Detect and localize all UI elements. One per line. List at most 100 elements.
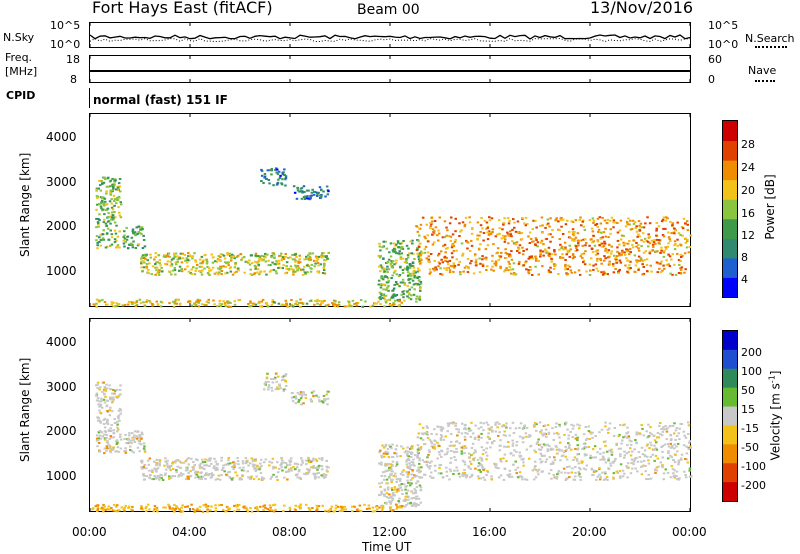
- power-cell: [276, 262, 280, 265]
- velocity-cell: [300, 457, 303, 460]
- velocity-cell: [95, 392, 99, 395]
- velocity-cell: [404, 485, 407, 488]
- velocity-cell: [367, 504, 371, 507]
- power-cell: [583, 263, 587, 266]
- velocity-cell: [477, 436, 480, 439]
- power-cell: [141, 269, 144, 272]
- power-cell: [584, 244, 587, 247]
- power-cell: [105, 203, 109, 205]
- velocity-cell: [467, 427, 471, 430]
- velocity-cell: [143, 464, 147, 466]
- power-cell: [443, 236, 446, 239]
- velocity-cell: [321, 468, 324, 471]
- velocity-cell: [641, 453, 645, 456]
- velocity-cell: [549, 463, 553, 466]
- power-cell: [413, 275, 417, 278]
- velocity-cell: [139, 443, 143, 446]
- velocity-cell: [108, 409, 112, 412]
- velocity-cell: [254, 459, 257, 462]
- velocity-cell: [99, 403, 103, 406]
- power-cell: [395, 252, 398, 255]
- power-cell: [314, 262, 317, 265]
- velocity-cell: [308, 508, 311, 510]
- cpid-panel: [89, 88, 691, 108]
- power-cell: [659, 262, 662, 265]
- velocity-cell: [291, 400, 295, 403]
- velocity-cell: [96, 381, 100, 384]
- velocity-cell: [549, 448, 553, 451]
- velocity-cell: [684, 476, 688, 479]
- power-cell: [236, 254, 240, 257]
- velocity-cell: [675, 475, 678, 477]
- velocity-cell: [662, 428, 666, 431]
- velocity-cell: [537, 473, 540, 476]
- velocity-cell: [534, 460, 537, 463]
- velocity-cell: [95, 439, 99, 442]
- power-cell: [459, 273, 462, 276]
- power-cell: [660, 260, 663, 263]
- power-colorbar-segment: [723, 277, 737, 298]
- power-cell: [444, 259, 447, 262]
- power-cell: [606, 218, 610, 221]
- velocity-cell: [413, 491, 417, 494]
- power-cell: [676, 252, 679, 255]
- velocity-cell: [574, 437, 578, 440]
- power-cell: [409, 264, 412, 267]
- velocity-cell: [267, 380, 270, 383]
- power-cell: [446, 246, 449, 249]
- power-cell: [534, 255, 537, 258]
- power-cell: [400, 247, 403, 250]
- velocity-cell: [454, 422, 458, 425]
- velocity-cell: [116, 430, 119, 433]
- power-cell: [423, 235, 426, 238]
- power-cell: [420, 258, 423, 261]
- power-cell: [646, 216, 649, 219]
- velocity-cell: [307, 461, 311, 464]
- velocity-cell: [145, 475, 148, 478]
- power-cell: [633, 254, 637, 257]
- power-cell: [381, 246, 384, 249]
- power-cell: [277, 259, 281, 262]
- velocity-cell: [626, 462, 630, 465]
- velocity-cell: [102, 510, 105, 513]
- power-cell: [549, 217, 552, 220]
- power-cell: [434, 226, 438, 229]
- power-cell: [113, 182, 116, 185]
- power-cell: [316, 298, 319, 301]
- velocity-cell: [635, 433, 638, 436]
- velocity-cell: [189, 470, 192, 473]
- velocity-cell: [430, 442, 434, 445]
- power-cell: [544, 226, 547, 229]
- velocity-cell: [476, 458, 480, 461]
- velocity-cell: [104, 438, 107, 441]
- velocity-cell: [318, 400, 321, 403]
- velocity-cell: [659, 461, 662, 464]
- velocity-cell: [412, 504, 415, 507]
- velocity-cell: [558, 448, 561, 451]
- velocity-cell: [470, 447, 474, 449]
- velocity-cell: [118, 389, 122, 391]
- velocity-cell: [446, 422, 450, 425]
- velocity-cell: [294, 468, 297, 471]
- velocity-cell: [392, 509, 395, 512]
- velocity-colorbar-segment: [723, 387, 737, 408]
- velocity-cell: [499, 439, 502, 442]
- power-cell: [608, 255, 611, 258]
- velocity-cell: [322, 401, 325, 404]
- power-cell: [269, 169, 272, 172]
- velocity-cell: [169, 476, 173, 479]
- velocity-cell: [667, 452, 670, 454]
- velocity-cell: [455, 447, 458, 450]
- power-cell: [674, 273, 678, 276]
- velocity-cell: [395, 490, 398, 493]
- power-cell: [446, 267, 449, 270]
- velocity-cell: [677, 463, 680, 466]
- velocity-cell: [297, 400, 300, 403]
- velocity-cell: [111, 447, 114, 450]
- velocity-cbar-tick-minus200: -200: [741, 479, 766, 492]
- velocity-cell: [351, 505, 354, 508]
- velocity-cell: [680, 453, 684, 456]
- power-cell: [412, 270, 415, 273]
- velocity-cell: [678, 477, 681, 480]
